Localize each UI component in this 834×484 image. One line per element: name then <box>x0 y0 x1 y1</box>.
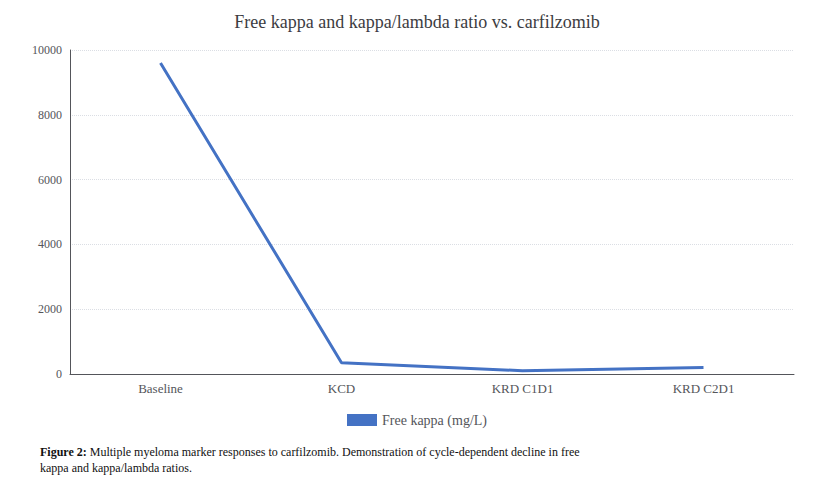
svg-text:kappa and kappa/lambda ratios.: kappa and kappa/lambda ratios. <box>40 461 192 475</box>
svg-text:KCD: KCD <box>328 381 355 396</box>
svg-text:Multiple myeloma marker respon: Multiple myeloma marker responses to car… <box>87 445 580 459</box>
svg-text:KRD C1D1: KRD C1D1 <box>492 381 554 396</box>
svg-text:2000: 2000 <box>38 302 62 316</box>
svg-text:10000: 10000 <box>32 43 62 57</box>
svg-text:0: 0 <box>56 367 62 381</box>
svg-text:Baseline: Baseline <box>138 381 183 396</box>
svg-text:4000: 4000 <box>38 237 62 251</box>
svg-text:Figure 2:: Figure 2: <box>40 445 87 459</box>
svg-text:Free kappa (mg/L): Free kappa (mg/L) <box>382 413 487 429</box>
svg-text:8000: 8000 <box>38 108 62 122</box>
svg-text:Free kappa and kappa/lambda ra: Free kappa and kappa/lambda ratio vs. ca… <box>234 12 599 32</box>
svg-text:6000: 6000 <box>38 173 62 187</box>
svg-text:KRD C2D1: KRD C2D1 <box>673 381 735 396</box>
